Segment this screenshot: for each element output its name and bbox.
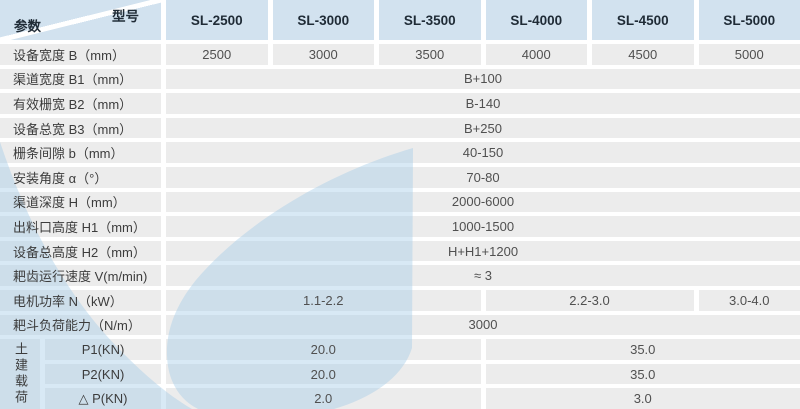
civil-load-sublabel: △ P(KN)	[45, 388, 161, 409]
civil-load-value: 20.0	[166, 339, 481, 360]
row-label: 设备总宽 B3（mm）	[0, 117, 161, 139]
row-value: 5000	[698, 44, 800, 65]
civil-load-value-text: 35.0	[630, 366, 656, 382]
header-model-sl-5000-text: SL-5000	[723, 12, 776, 28]
row-value: 3.0-4.0	[698, 290, 800, 311]
row-value: H+H1+1200	[166, 240, 800, 262]
civil-load-group-label-text: 土建载荷	[13, 342, 28, 407]
header-model-sl-3000: SL-3000	[272, 0, 374, 40]
row-value-text: 1.1-2.2	[303, 292, 344, 308]
civil-load-group-label: 土建载荷	[0, 339, 40, 409]
row-value: 2.2-3.0	[485, 290, 694, 311]
row-label-text: 耙斗负荷能力（N/m）	[13, 318, 141, 334]
row-value-text: B-140	[465, 95, 501, 111]
header-corner-model-label: 型号	[112, 9, 139, 24]
row-value-text: 4500	[628, 46, 658, 62]
row-value-text: 5000	[734, 46, 764, 62]
civil-load-sublabel: P1(KN)	[45, 339, 161, 360]
civil-load-value-text: 20.0	[310, 366, 336, 382]
row-value-text: B+100	[464, 71, 502, 87]
row-label: 耙斗负荷能力（N/m）	[0, 314, 161, 336]
civil-load-value: 3.0	[485, 388, 800, 409]
row-value-text: ≈ 3	[474, 268, 492, 284]
row-value: 2000-6000	[166, 191, 800, 213]
header-model-sl-3500: SL-3500	[379, 0, 481, 40]
row-label: 栅条间隙 b（mm）	[0, 142, 161, 163]
row-label: 有效栅宽 B2（mm）	[0, 93, 161, 114]
row-label-text: 安装角度 α（°）	[13, 170, 108, 186]
header-model-sl-2500-text: SL-2500	[190, 12, 243, 28]
row-value: B+250	[166, 117, 800, 139]
row-value-text: 1000-1500	[451, 218, 515, 234]
civil-load-sublabel-text: P1(KN)	[81, 341, 125, 357]
row-label-text: 电机功率 N（kW）	[13, 293, 123, 309]
civil-load-value: 2.0	[166, 388, 481, 409]
row-value: 3000	[272, 44, 374, 65]
row-value-text: 3000	[468, 317, 498, 333]
row-value-text: 70-80	[466, 169, 500, 185]
row-value: 2500	[166, 44, 268, 65]
row-label: 设备宽度 B（mm）	[0, 44, 161, 65]
row-value-text: 4000	[521, 46, 551, 62]
header-model-sl-2500: SL-2500	[166, 0, 268, 40]
civil-load-value-text: 3.0	[633, 391, 652, 407]
row-value-text: H+H1+1200	[447, 243, 519, 259]
header-model-sl-3500-text: SL-3500	[403, 12, 456, 28]
row-value-text: 2.2-3.0	[569, 292, 610, 308]
row-value-text: 3.0-4.0	[729, 292, 770, 308]
header-model-sl-4500: SL-4500	[592, 0, 694, 40]
header-corner-cell: 型号 参数	[0, 0, 161, 40]
civil-load-value: 20.0	[166, 363, 481, 385]
row-value: 3000	[166, 314, 800, 336]
row-value-text: 2000-6000	[451, 194, 515, 210]
row-label: 设备总高度 H2（mm）	[0, 240, 161, 262]
row-label-text: 设备宽度 B（mm）	[13, 47, 125, 63]
row-label: 安装角度 α（°）	[0, 167, 161, 188]
row-value: 3500	[379, 44, 481, 65]
row-value: 70-80	[166, 167, 800, 188]
row-value: 40-150	[166, 142, 800, 163]
civil-load-sublabel-text: P2(KN)	[81, 366, 125, 382]
row-label: 渠道宽度 B1（mm）	[0, 68, 161, 90]
row-value: ≈ 3	[166, 265, 800, 286]
row-label: 渠道深度 H（mm）	[0, 191, 161, 213]
row-label: 出料口高度 H1（mm）	[0, 216, 161, 237]
row-label: 耙齿运行速度 V(m/min)	[0, 265, 161, 286]
civil-load-value-text: 35.0	[630, 341, 656, 357]
row-label-text: 渠道宽度 B1（mm）	[13, 72, 133, 88]
row-value-text: 3500	[415, 46, 445, 62]
civil-load-value: 35.0	[485, 339, 800, 360]
row-value: B+100	[166, 68, 800, 90]
header-model-sl-4500-text: SL-4500	[616, 12, 669, 28]
row-value: 1.1-2.2	[166, 290, 481, 311]
row-value-text: 3000	[308, 46, 338, 62]
row-label-text: 出料口高度 H1（mm）	[13, 219, 146, 235]
civil-load-value-text: 2.0	[314, 391, 333, 407]
civil-load-sublabel-text: △ P(KN)	[78, 390, 128, 406]
header-model-sl-3000-text: SL-3000	[297, 12, 350, 28]
row-value-text: 2500	[202, 46, 232, 62]
row-label-text: 渠道深度 H（mm）	[13, 195, 126, 211]
civil-load-sublabel: P2(KN)	[45, 363, 161, 385]
row-label-text: 设备总宽 B3（mm）	[13, 121, 133, 137]
row-value: 4500	[592, 44, 694, 65]
row-label: 电机功率 N（kW）	[0, 290, 161, 311]
row-label-text: 栅条间隙 b（mm）	[13, 146, 124, 162]
row-label-text: 耙齿运行速度 V(m/min)	[13, 269, 148, 285]
row-value-text: 40-150	[462, 145, 504, 161]
header-model-sl-5000: SL-5000	[698, 0, 800, 40]
row-label-text: 设备总高度 H2（mm）	[13, 244, 146, 260]
row-value: 1000-1500	[166, 216, 800, 237]
row-value: B-140	[166, 93, 800, 114]
civil-load-value: 35.0	[485, 363, 800, 385]
row-value-text: B+250	[464, 120, 502, 136]
header-corner-param-label: 参数	[14, 19, 41, 34]
civil-load-value-text: 20.0	[310, 341, 336, 357]
header-model-sl-4000: SL-4000	[485, 0, 587, 40]
row-value: 4000	[485, 44, 587, 65]
header-model-sl-4000-text: SL-4000	[510, 12, 563, 28]
row-label-text: 有效栅宽 B2（mm）	[13, 96, 133, 112]
